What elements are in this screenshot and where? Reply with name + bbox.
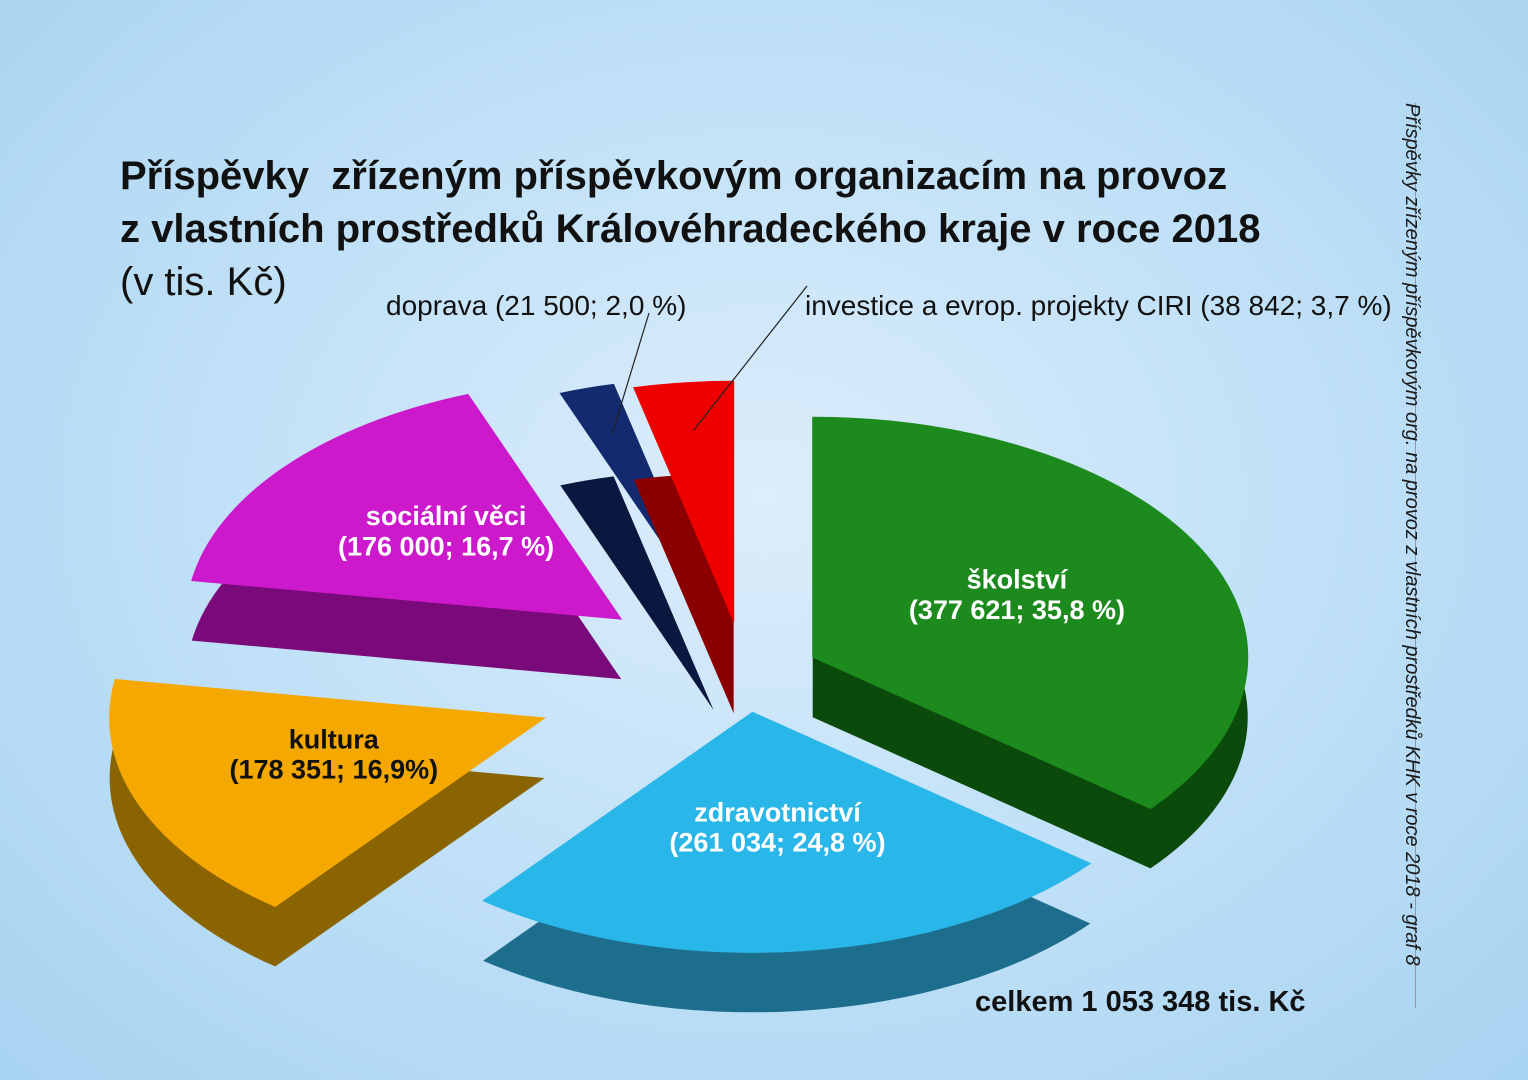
svg-text:(261 034; 24,8 %): (261 034; 24,8 %): [669, 828, 885, 858]
svg-text:školství: školství: [967, 565, 1069, 595]
svg-text:(377 621; 35,8 %): (377 621; 35,8 %): [909, 595, 1125, 625]
svg-text:zdravotnictví: zdravotnictví: [694, 798, 862, 828]
svg-text:(176 000; 16,7 %): (176 000; 16,7 %): [338, 531, 554, 561]
svg-text:(178 351; 16,9%): (178 351; 16,9%): [229, 755, 438, 785]
svg-text:kultura: kultura: [289, 724, 380, 754]
svg-text:sociální věci: sociální věci: [366, 501, 527, 531]
